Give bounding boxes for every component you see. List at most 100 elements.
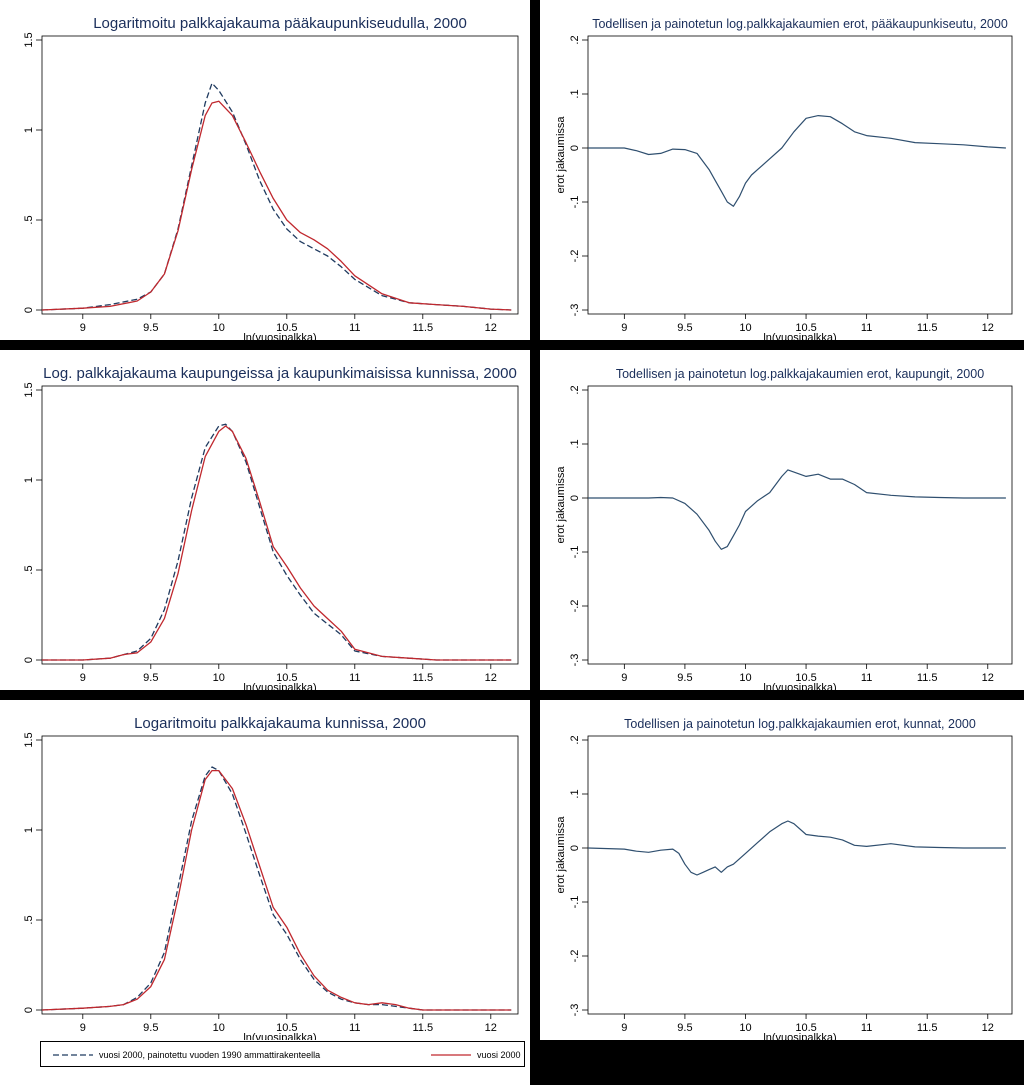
- x-tick-label: 10: [213, 672, 225, 684]
- x-tick-label: 11: [349, 322, 360, 334]
- x-tick-label: 11.5: [917, 1022, 938, 1034]
- y-tick-label: -.3: [569, 1004, 581, 1017]
- series-line-actual: [41, 100, 512, 311]
- plot-frame: [587, 385, 1013, 665]
- chart-3-svg: Log. palkkajakauma kaupungeissa ja kaupu…: [23, 365, 519, 690]
- x-tick-label: 10.5: [795, 1022, 816, 1034]
- legend-weighted-label: vuosi 2000, painotettu vuoden 1990 ammat…: [99, 1050, 320, 1060]
- y-tick-label: 1.5: [23, 732, 35, 747]
- y-tick-label: .5: [23, 915, 35, 924]
- chart-1-svg: Logaritmoitu palkkajakauma pääkaupunkise…: [23, 15, 519, 340]
- x-tick-label: 10.5: [795, 322, 816, 334]
- plot-frame: [41, 385, 519, 665]
- x-tick-label: 12: [982, 672, 994, 684]
- y-tick-label: 0: [569, 145, 581, 151]
- x-axis-label: ln(vuosipalkka): [763, 682, 836, 690]
- y-tick-label: 0: [23, 307, 35, 313]
- series-line-weighted: [41, 766, 512, 1011]
- chart-4-svg: Todellisen ja painotetun log.palkkajakau…: [555, 367, 1013, 690]
- x-tick-label: 11: [861, 322, 872, 334]
- x-tick-label: 9.5: [143, 672, 158, 684]
- y-axis-label: erot jakaumissa: [555, 466, 567, 544]
- chart-5-svg: Logaritmoitu palkkajakauma kunnissa, 200…: [23, 715, 519, 1040]
- series-line-weighted: [42, 423, 512, 661]
- x-tick-label: 11.5: [413, 672, 434, 684]
- y-tick-label: .1: [569, 789, 581, 798]
- x-tick-label: 11: [349, 672, 360, 684]
- x-tick-label: 9: [80, 1022, 86, 1034]
- y-tick-label: 1: [23, 827, 35, 833]
- y-axis-label: erot jakaumissa: [555, 816, 567, 894]
- x-tick-label: 11.5: [413, 322, 434, 334]
- x-axis-label: ln(vuosipalkka): [243, 1032, 316, 1040]
- x-axis-label: ln(vuosipalkka): [763, 332, 836, 340]
- y-tick-label: 0: [569, 495, 581, 501]
- chart-6-svg: Todellisen ja painotetun log.palkkajakau…: [555, 717, 1013, 1040]
- x-tick-label: 10.5: [795, 672, 816, 684]
- x-axis-label: ln(vuosipalkka): [243, 332, 316, 340]
- x-tick-label: 10.5: [276, 672, 297, 684]
- y-tick-label: 0: [23, 657, 35, 663]
- y-tick-label: 0: [569, 845, 581, 851]
- chart-title: Todellisen ja painotetun log.palkkajakau…: [624, 717, 976, 731]
- x-tick-label: 9: [621, 672, 627, 684]
- y-tick-label: .2: [569, 735, 581, 744]
- y-tick-label: .1: [569, 439, 581, 448]
- x-tick-label: 12: [485, 1022, 497, 1034]
- series-line-actual: [42, 425, 512, 661]
- x-tick-label: 10.5: [276, 322, 297, 334]
- y-tick-label: 1: [23, 477, 35, 483]
- y-tick-label: -.3: [569, 654, 581, 667]
- y-tick-label: 1: [23, 127, 35, 133]
- x-tick-label: 9.5: [143, 322, 158, 334]
- y-tick-label: -.2: [569, 600, 581, 613]
- x-tick-label: 10: [213, 322, 225, 334]
- x-axis-label: ln(vuosipalkka): [243, 682, 316, 690]
- series-line-actual: [41, 769, 512, 1011]
- y-tick-label: .2: [569, 385, 581, 394]
- x-tick-label: 11: [861, 1022, 872, 1034]
- chart-panel-5: Logaritmoitu palkkajakauma kunnissa, 200…: [0, 700, 530, 1085]
- plot-frame: [41, 735, 519, 1015]
- y-tick-label: -.1: [569, 896, 581, 909]
- x-tick-label: 9.5: [677, 672, 692, 684]
- plot-frame: [41, 35, 519, 315]
- chart-title: Logaritmoitu palkkajakauma kunnissa, 200…: [134, 715, 426, 732]
- x-tick-label: 9.5: [677, 322, 692, 334]
- plot-frame: [587, 35, 1013, 315]
- x-tick-label: 9.5: [677, 1022, 692, 1034]
- chart-title: Log. palkkajakauma kaupungeissa ja kaupu…: [43, 365, 517, 382]
- chart-panel-1: Logaritmoitu palkkajakauma pääkaupunkise…: [0, 0, 530, 340]
- legend-actual-label: vuosi 2000: [477, 1050, 521, 1060]
- y-tick-label: .5: [23, 565, 35, 574]
- y-tick-label: .5: [23, 215, 35, 224]
- chart-title: Todellisen ja painotetun log.palkkajakau…: [592, 17, 1008, 31]
- y-tick-label: -.1: [569, 196, 581, 209]
- y-tick-label: .2: [569, 35, 581, 44]
- y-tick-label: -.2: [569, 250, 581, 263]
- chart-title: Logaritmoitu palkkajakauma pääkaupunkise…: [93, 15, 467, 32]
- x-tick-label: 12: [485, 672, 497, 684]
- legend-svg: vuosi 2000, painotettu vuoden 1990 ammat…: [53, 1050, 521, 1060]
- x-tick-label: 10: [739, 672, 751, 684]
- y-tick-label: -.3: [569, 304, 581, 317]
- x-tick-label: 9: [80, 672, 86, 684]
- y-tick-label: -.2: [569, 950, 581, 963]
- x-tick-label: 12: [485, 322, 497, 334]
- legend: vuosi 2000, painotettu vuoden 1990 ammat…: [40, 1041, 525, 1067]
- chart-panel-2: Todellisen ja painotetun log.palkkajakau…: [540, 0, 1024, 340]
- x-tick-label: 12: [982, 1022, 994, 1034]
- chart-panel-4: Todellisen ja painotetun log.palkkajakau…: [540, 350, 1024, 690]
- y-tick-label: 1.5: [23, 382, 35, 397]
- plot-frame: [587, 735, 1013, 1015]
- chart-panel-6: Todellisen ja painotetun log.palkkajakau…: [540, 700, 1024, 1040]
- chart-2-svg: Todellisen ja painotetun log.palkkajakau…: [555, 17, 1013, 340]
- x-tick-label: 11.5: [917, 322, 938, 334]
- series-line-diff: [588, 469, 1006, 550]
- chart-panel-3: Log. palkkajakauma kaupungeissa ja kaupu…: [0, 350, 530, 690]
- series-line-diff: [587, 820, 1006, 876]
- x-tick-label: 10: [739, 1022, 751, 1034]
- x-tick-label: 11: [349, 1022, 360, 1034]
- x-tick-label: 10.5: [276, 1022, 297, 1034]
- y-tick-label: 1.5: [23, 32, 35, 47]
